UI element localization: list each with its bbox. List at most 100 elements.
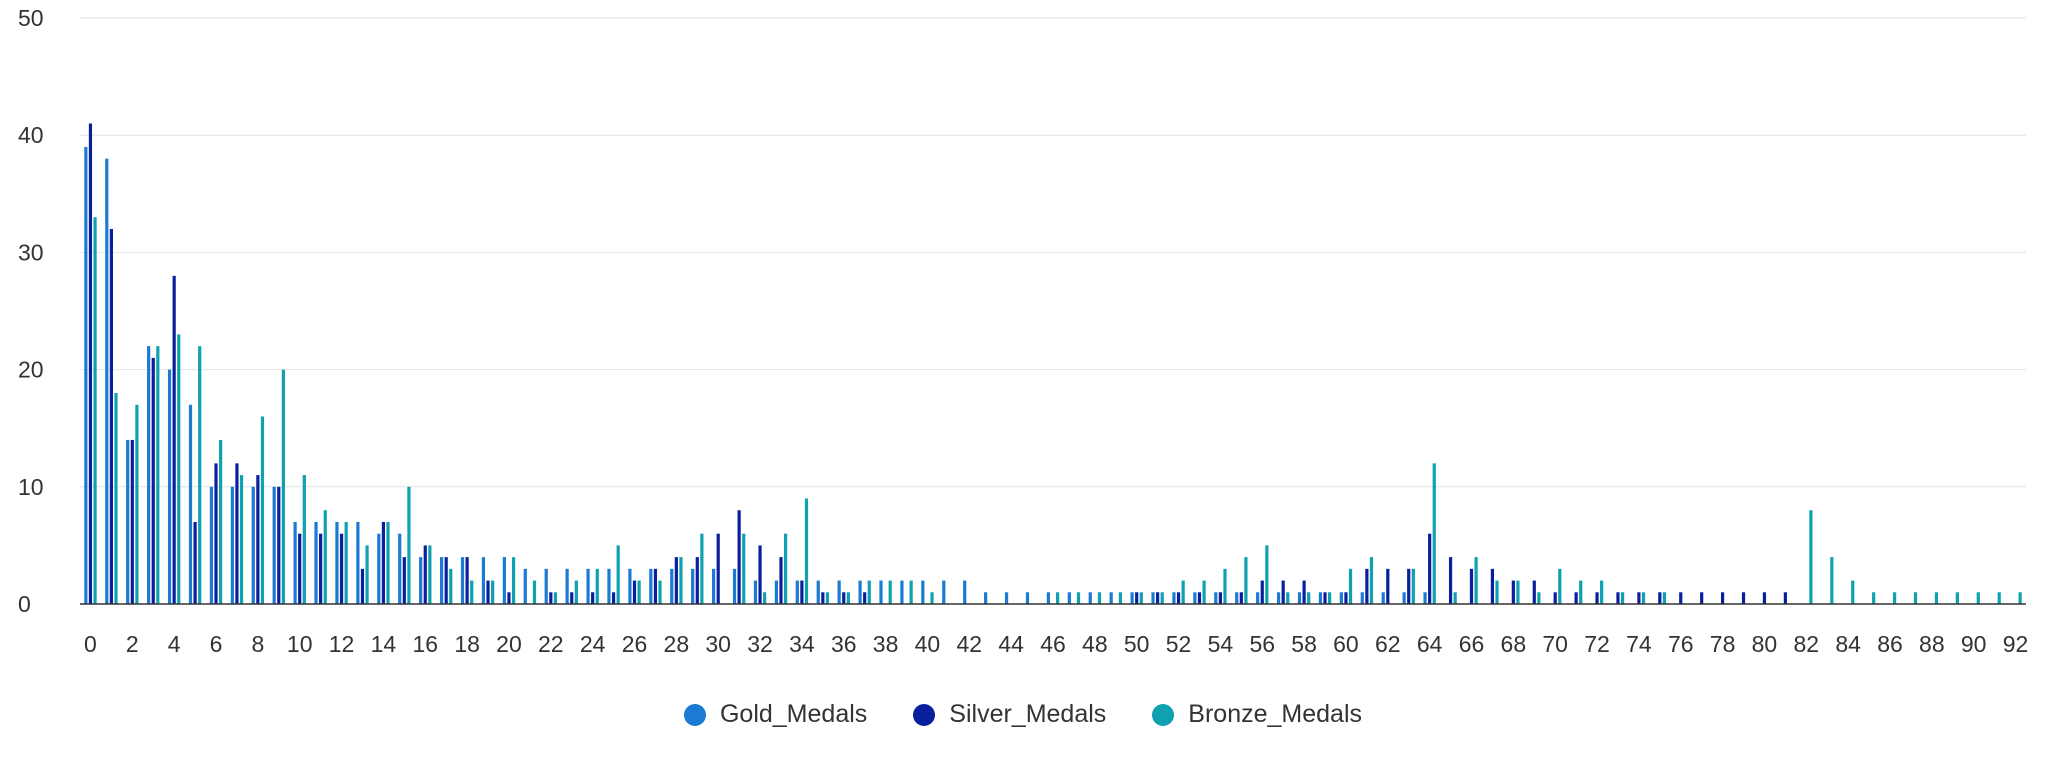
bar-silver-medals[interactable] — [1553, 592, 1557, 604]
bar-gold-medals[interactable] — [921, 580, 925, 604]
bar-gold-medals[interactable] — [481, 557, 486, 604]
bar-gold-medals[interactable] — [419, 557, 423, 604]
bar-bronze-medals[interactable] — [867, 580, 871, 604]
bar-bronze-medals[interactable] — [114, 393, 118, 604]
bar-bronze-medals[interactable] — [1830, 557, 1834, 604]
bar-bronze-medals[interactable] — [198, 346, 202, 604]
bar-bronze-medals[interactable] — [888, 580, 892, 604]
bar-bronze-medals[interactable] — [470, 580, 474, 604]
bar-silver-medals[interactable] — [1595, 592, 1599, 604]
legend-item-bronze[interactable]: Bronze_Medals — [1152, 700, 1362, 729]
bar-bronze-medals[interactable] — [804, 498, 809, 604]
bar-gold-medals[interactable] — [1004, 592, 1009, 604]
bar-bronze-medals[interactable] — [783, 533, 788, 604]
bar-gold-medals[interactable] — [272, 486, 276, 604]
bar-silver-medals[interactable] — [549, 592, 553, 604]
bar-silver-medals[interactable] — [339, 533, 344, 604]
bar-gold-medals[interactable] — [1088, 592, 1092, 604]
bar-silver-medals[interactable] — [1135, 592, 1139, 604]
bar-bronze-medals[interactable] — [1160, 592, 1164, 604]
bar-bronze-medals[interactable] — [1579, 580, 1583, 604]
bar-gold-medals[interactable] — [1276, 592, 1281, 604]
bar-bronze-medals[interactable] — [302, 475, 306, 604]
bar-gold-medals[interactable] — [460, 557, 465, 604]
bar-gold-medals[interactable] — [1339, 592, 1343, 604]
bar-bronze-medals[interactable] — [449, 568, 453, 604]
bar-gold-medals[interactable] — [607, 568, 611, 604]
bar-silver-medals[interactable] — [1260, 580, 1264, 604]
bar-gold-medals[interactable] — [523, 568, 527, 604]
bar-gold-medals[interactable] — [1067, 592, 1071, 604]
bar-bronze-medals[interactable] — [1369, 557, 1374, 604]
bar-silver-medals[interactable] — [256, 475, 260, 604]
bar-bronze-medals[interactable] — [428, 545, 432, 604]
bar-silver-medals[interactable] — [1532, 580, 1536, 604]
bar-silver-medals[interactable] — [591, 592, 595, 604]
bar-gold-medals[interactable] — [1172, 592, 1176, 604]
bar-gold-medals[interactable] — [963, 580, 967, 604]
bar-silver-medals[interactable] — [1574, 592, 1578, 604]
bar-gold-medals[interactable] — [251, 486, 255, 604]
bar-bronze-medals[interactable] — [1976, 592, 1980, 604]
bar-bronze-medals[interactable] — [1600, 580, 1604, 604]
bar-gold-medals[interactable] — [230, 486, 234, 604]
bar-gold-medals[interactable] — [1297, 592, 1302, 604]
bar-bronze-medals[interactable] — [1872, 592, 1876, 604]
bar-silver-medals[interactable] — [1344, 592, 1348, 604]
bar-gold-medals[interactable] — [984, 592, 988, 604]
bar-silver-medals[interactable] — [1386, 568, 1390, 604]
bar-silver-medals[interactable] — [507, 592, 511, 604]
bar-bronze-medals[interactable] — [177, 334, 181, 604]
bar-silver-medals[interactable] — [1197, 592, 1202, 604]
bar-silver-medals[interactable] — [1407, 568, 1411, 604]
bar-gold-medals[interactable] — [209, 486, 214, 604]
bar-silver-medals[interactable] — [674, 557, 678, 604]
bar-gold-medals[interactable] — [84, 146, 88, 605]
bar-gold-medals[interactable] — [188, 404, 193, 604]
bar-silver-medals[interactable] — [1448, 557, 1453, 604]
bar-bronze-medals[interactable] — [1411, 568, 1415, 604]
bar-bronze-medals[interactable] — [1474, 557, 1478, 604]
bar-silver-medals[interactable] — [486, 580, 490, 604]
bar-bronze-medals[interactable] — [1307, 592, 1311, 604]
bar-gold-medals[interactable] — [502, 557, 506, 604]
bar-gold-medals[interactable] — [1025, 592, 1030, 604]
bar-bronze-medals[interactable] — [1516, 580, 1520, 604]
bar-bronze-medals[interactable] — [1223, 568, 1227, 604]
bar-bronze-medals[interactable] — [1244, 557, 1248, 604]
bar-silver-medals[interactable] — [800, 580, 804, 604]
bar-bronze-medals[interactable] — [491, 580, 495, 604]
bar-bronze-medals[interactable] — [365, 545, 369, 604]
bar-gold-medals[interactable] — [1381, 592, 1385, 604]
bar-gold-medals[interactable] — [1256, 592, 1260, 604]
bar-bronze-medals[interactable] — [1558, 568, 1562, 604]
bar-bronze-medals[interactable] — [407, 486, 411, 604]
bar-silver-medals[interactable] — [1511, 580, 1515, 604]
bar-bronze-medals[interactable] — [1997, 592, 2001, 604]
bar-bronze-medals[interactable] — [1139, 592, 1143, 604]
bar-bronze-medals[interactable] — [239, 475, 244, 604]
bar-gold-medals[interactable] — [377, 533, 381, 604]
bar-gold-medals[interactable] — [1423, 592, 1427, 604]
bar-gold-medals[interactable] — [774, 580, 778, 604]
bar-bronze-medals[interactable] — [1265, 545, 1269, 604]
bar-gold-medals[interactable] — [816, 580, 820, 604]
bar-silver-medals[interactable] — [235, 463, 239, 604]
bar-silver-medals[interactable] — [695, 557, 699, 604]
bar-gold-medals[interactable] — [565, 568, 569, 604]
bar-silver-medals[interactable] — [632, 580, 637, 604]
bar-silver-medals[interactable] — [737, 510, 741, 604]
bar-gold-medals[interactable] — [753, 580, 758, 604]
bar-silver-medals[interactable] — [779, 557, 783, 604]
bar-bronze-medals[interactable] — [637, 580, 641, 604]
bar-gold-medals[interactable] — [1402, 592, 1406, 604]
bar-silver-medals[interactable] — [402, 557, 406, 604]
bar-bronze-medals[interactable] — [1286, 592, 1290, 604]
bar-silver-medals[interactable] — [1428, 533, 1432, 604]
bar-silver-medals[interactable] — [1658, 592, 1662, 604]
bar-bronze-medals[interactable] — [135, 404, 139, 604]
bar-bronze-medals[interactable] — [930, 592, 934, 604]
bar-bronze-medals[interactable] — [1809, 510, 1813, 604]
bar-bronze-medals[interactable] — [1348, 568, 1353, 604]
bar-silver-medals[interactable] — [1218, 592, 1222, 604]
